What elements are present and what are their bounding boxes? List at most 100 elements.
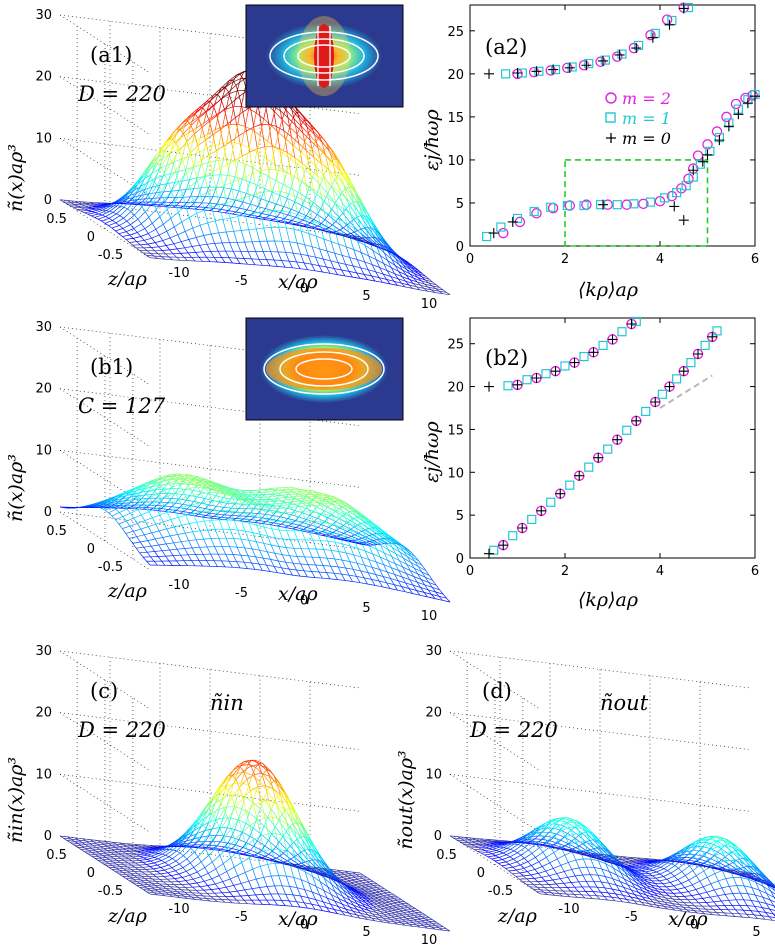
mesh-x-segment: [178, 169, 186, 172]
mesh-z-segment: [158, 234, 163, 241]
mesh-z-segment: [211, 520, 216, 530]
mesh-z-segment: [143, 534, 148, 541]
mesh-z-segment: [66, 203, 71, 207]
mesh-x-segment: [145, 202, 154, 213]
mesh-x-segment: [291, 500, 300, 503]
mesh-x-segment: [273, 566, 282, 569]
mesh-x-segment: [186, 133, 195, 142]
mesh-z-segment: [224, 198, 229, 206]
mesh-z-segment: [252, 213, 257, 229]
mesh-z-segment: [305, 187, 310, 198]
mesh-z-segment: [331, 215, 336, 231]
mesh-z-segment: [405, 274, 410, 280]
mesh-z-segment: [141, 198, 146, 203]
mesh-x-segment: [192, 478, 201, 481]
mesh-z-segment: [115, 222, 120, 226]
mesh-x-segment: [434, 292, 443, 295]
mesh-z-segment: [316, 208, 322, 215]
mesh-z-segment: [112, 220, 117, 224]
mesh-x-segment: [205, 847, 214, 849]
mesh-z-segment: [200, 195, 205, 210]
mesh-x-segment: [192, 546, 200, 549]
mesh-z-segment: [108, 225, 113, 229]
mesh-z-segment: [172, 128, 177, 133]
mesh-x-segment: [278, 226, 287, 229]
mesh-z-segment: [209, 196, 214, 204]
mesh-x-segment: [219, 501, 228, 504]
mesh-x-segment: [358, 538, 367, 543]
mesh-x-segment: [262, 523, 271, 526]
mesh-z-segment: [269, 515, 274, 520]
mesh-z-segment: [217, 251, 222, 258]
mesh-x-segment: [137, 520, 145, 524]
mesh-x-segment: [166, 243, 174, 246]
mesh-x-segment: [242, 201, 251, 205]
mesh-z-segment: [134, 214, 139, 220]
mesh-x-segment: [246, 193, 254, 197]
mesh-x-segment: [228, 74, 237, 81]
mesh-z-segment: [237, 106, 242, 125]
mesh-x-segment: [137, 850, 145, 852]
mesh-z-segment: [255, 228, 260, 242]
mesh-z-segment: [272, 511, 277, 516]
mesh-x-segment: [259, 549, 268, 553]
mesh-z-segment: [196, 522, 201, 531]
mesh-x-segment: [241, 106, 249, 109]
mesh-x-segment: [338, 243, 347, 248]
mesh-x-segment: [263, 493, 271, 496]
mesh-z-segment: [367, 216, 372, 221]
mesh-z-segment: [84, 212, 88, 215]
mesh-z-segment: [333, 535, 337, 538]
mesh-z-segment: [89, 201, 94, 205]
mesh-z-segment: [415, 267, 420, 271]
mesh-z-segment: [165, 555, 170, 562]
mesh-z-segment: [129, 190, 134, 196]
mesh-z-segment: [187, 554, 192, 561]
mesh-z-segment: [91, 215, 95, 218]
mesh-z-segment: [234, 161, 239, 177]
mesh-z-segment: [335, 176, 341, 193]
mesh-z-segment: [336, 233, 341, 236]
mesh-x-segment: [245, 126, 253, 131]
mesh-x-segment: [382, 282, 391, 285]
mesh-z-segment: [361, 227, 365, 230]
mesh-z-segment: [372, 235, 378, 247]
mesh-z-segment: [202, 107, 207, 113]
mesh-x-segment: [211, 232, 219, 235]
mesh-z-segment: [152, 192, 157, 199]
mesh-z-segment: [228, 515, 233, 519]
mesh-z-segment: [195, 539, 200, 548]
mesh-z-segment: [296, 125, 301, 135]
mesh-z-segment: [302, 215, 307, 221]
mesh-x-segment: [287, 507, 295, 511]
mesh-z-segment: [418, 273, 422, 278]
mesh-x-segment: [256, 524, 265, 528]
mesh-x-segment: [192, 530, 201, 533]
mesh-x-segment: [233, 538, 242, 540]
mesh-x-segment: [270, 125, 279, 133]
mesh-z-segment: [219, 159, 224, 175]
mesh-x-segment: [108, 213, 117, 219]
mesh-x-segment: [170, 211, 179, 219]
mesh-z-segment: [310, 226, 315, 229]
mesh-x-segment: [304, 489, 313, 491]
mesh-z-segment: [143, 240, 148, 245]
mesh-z-segment: [175, 190, 180, 198]
mesh-z-segment: [301, 196, 307, 206]
mesh-x-segment: [133, 223, 142, 229]
mesh-x-segment: [251, 562, 260, 565]
mesh-z-segment: [285, 227, 290, 242]
mesh-x-segment: [352, 510, 361, 517]
mesh-z-segment: [373, 226, 378, 236]
mesh-x-segment: [181, 155, 190, 160]
mesh-z-segment: [295, 525, 300, 528]
mesh-z-segment: [393, 253, 398, 256]
xaxis-tick-label: -10: [168, 266, 189, 281]
mesh-z-segment: [182, 499, 187, 505]
mesh-x-segment: [363, 274, 372, 277]
mesh-x-segment: [174, 193, 183, 202]
mesh-z-segment: [193, 496, 198, 502]
mesh-x-segment: [112, 215, 121, 221]
mesh-z-segment: [88, 207, 93, 209]
